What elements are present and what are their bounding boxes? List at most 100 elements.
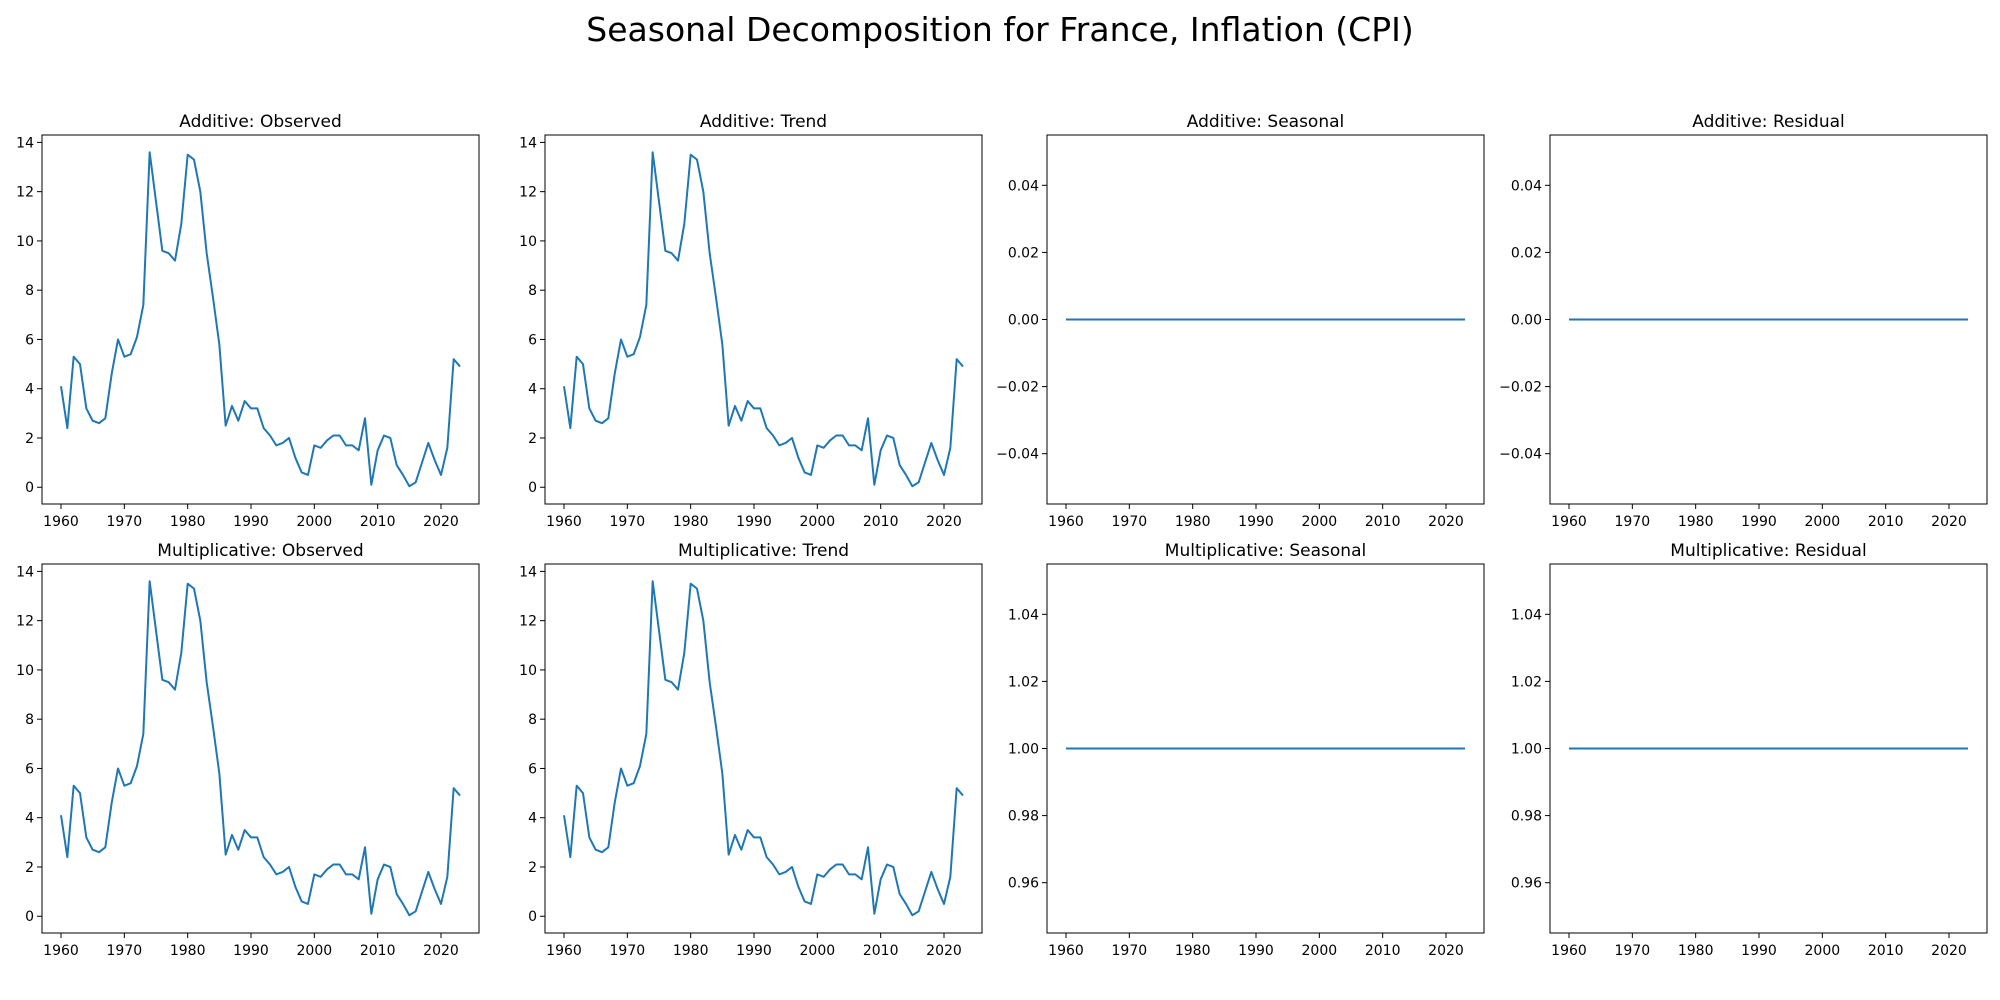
y-tick-label: 1.02 xyxy=(1511,674,1542,690)
y-tick-label: 2 xyxy=(25,431,34,447)
y-tick-label: 0 xyxy=(25,480,34,496)
y-tick-label: 0.04 xyxy=(1008,178,1039,194)
y-tick-label: 0 xyxy=(528,480,537,496)
y-tick-label: 0.96 xyxy=(1511,876,1542,892)
subplot: Multiplicative: Seasonal 1960 1970 1980 1990… xyxy=(1008,541,1485,959)
axes-frame xyxy=(544,563,983,934)
subplot-title: Multiplicative: Observed xyxy=(157,541,363,561)
y-tick-label: 12 xyxy=(16,185,34,201)
y-tick-label: 10 xyxy=(16,234,34,250)
subplot-title: Additive: Residual xyxy=(1692,112,1844,132)
subplot-title: Additive: Observed xyxy=(179,112,341,132)
x-tick-label: 1980 xyxy=(170,514,206,530)
y-tick-label: 0.00 xyxy=(1511,313,1542,329)
x-tick-label: 1970 xyxy=(107,943,143,959)
axes-frame xyxy=(544,134,983,505)
y-tick-label: 0.96 xyxy=(1008,876,1039,892)
x-tick-label: 2020 xyxy=(926,943,962,959)
subplot-title: Multiplicative: Trend xyxy=(678,541,849,561)
x-tick-label: 2020 xyxy=(423,514,459,530)
x-tick-label: 2000 xyxy=(1302,514,1338,530)
y-tick-label: 0.02 xyxy=(1511,245,1542,261)
x-tick-label: 1990 xyxy=(1741,943,1777,959)
y-tick-label: 1.00 xyxy=(1008,742,1039,758)
x-tick-label: 1960 xyxy=(546,943,582,959)
x-tick-label: 2010 xyxy=(360,943,396,959)
y-tick-label: 12 xyxy=(519,185,537,201)
x-tick-label: 1980 xyxy=(673,943,709,959)
x-tick-label: 1980 xyxy=(1678,514,1714,530)
x-tick-label: 1960 xyxy=(43,514,79,530)
subplot-title: Multiplicative: Residual xyxy=(1670,541,1866,561)
subplot-title: Multiplicative: Seasonal xyxy=(1165,541,1366,561)
x-tick-label: 1990 xyxy=(233,943,269,959)
y-tick-label: 4 xyxy=(528,382,537,398)
y-tick-label: 6 xyxy=(25,332,34,348)
x-tick-label: 1970 xyxy=(1112,514,1148,530)
x-tick-label: 1970 xyxy=(1112,943,1148,959)
x-tick-label: 2010 xyxy=(1365,514,1401,530)
y-tick-label: 12 xyxy=(16,614,34,630)
x-tick-label: 1990 xyxy=(233,514,269,530)
y-tick-label: 4 xyxy=(528,811,537,827)
x-tick-label: 1970 xyxy=(610,514,646,530)
y-tick-label: 1.02 xyxy=(1008,674,1039,690)
y-tick-label: 6 xyxy=(528,761,537,777)
x-tick-label: 2000 xyxy=(1302,943,1338,959)
y-tick-label: −0.04 xyxy=(1499,447,1542,463)
y-tick-label: 0.98 xyxy=(1511,809,1542,825)
x-tick-label: 2010 xyxy=(1868,514,1904,530)
y-tick-label: 0.04 xyxy=(1511,178,1542,194)
y-tick-label: 12 xyxy=(519,614,537,630)
x-tick-label: 1960 xyxy=(1048,943,1084,959)
x-tick-label: 2010 xyxy=(863,514,899,530)
subplot: Additive: Seasonal 1960 1970 1980 1990 2000 20… xyxy=(996,112,1485,530)
y-tick-label: 14 xyxy=(16,564,34,580)
subplot: Multiplicative: Residual 1960 1970 1980 1990… xyxy=(1511,541,1988,959)
x-tick-label: 1970 xyxy=(610,943,646,959)
y-tick-label: −0.04 xyxy=(996,447,1039,463)
y-tick-label: 8 xyxy=(528,283,537,299)
x-tick-label: 1980 xyxy=(1678,943,1714,959)
y-tick-label: 14 xyxy=(519,564,537,580)
y-tick-label: 2 xyxy=(25,860,34,876)
subplot: Multiplicative: Trend 1960 1970 1980 1990 200… xyxy=(519,541,983,959)
x-tick-label: 1990 xyxy=(1741,514,1777,530)
y-tick-label: 8 xyxy=(25,712,34,728)
x-tick-label: 1990 xyxy=(736,514,772,530)
x-tick-label: 2010 xyxy=(1868,943,1904,959)
subplot-title: Additive: Trend xyxy=(700,112,827,132)
subplot: Multiplicative: Observed 1960 1970 1980 1990… xyxy=(16,541,480,959)
x-tick-label: 2010 xyxy=(1365,943,1401,959)
x-tick-label: 2000 xyxy=(1805,514,1841,530)
x-tick-label: 1990 xyxy=(1238,514,1274,530)
y-tick-label: 6 xyxy=(25,761,34,777)
y-tick-label: 4 xyxy=(25,382,34,398)
subplot-title: Additive: Seasonal xyxy=(1187,112,1345,132)
y-tick-label: 6 xyxy=(528,332,537,348)
series-line xyxy=(60,580,461,917)
y-tick-label: 0.02 xyxy=(1008,245,1039,261)
figure-title: Seasonal Decomposition for France, Infla… xyxy=(586,10,1414,49)
x-tick-label: 1970 xyxy=(107,514,143,530)
y-tick-label: 0 xyxy=(25,909,34,925)
y-tick-label: 0 xyxy=(528,909,537,925)
y-tick-label: 0.98 xyxy=(1008,809,1039,825)
x-tick-label: 1970 xyxy=(1615,514,1651,530)
x-tick-label: 2020 xyxy=(1931,943,1967,959)
series-line xyxy=(563,580,964,917)
y-tick-label: 2 xyxy=(528,431,537,447)
series-line xyxy=(60,151,461,488)
x-tick-label: 1960 xyxy=(546,514,582,530)
y-tick-label: 10 xyxy=(16,663,34,679)
y-tick-label: 14 xyxy=(519,135,537,151)
y-tick-label: 14 xyxy=(16,135,34,151)
x-tick-label: 2000 xyxy=(800,514,836,530)
x-tick-label: 1990 xyxy=(736,943,772,959)
x-tick-label: 1970 xyxy=(1615,943,1651,959)
y-tick-label: −0.02 xyxy=(996,380,1039,396)
